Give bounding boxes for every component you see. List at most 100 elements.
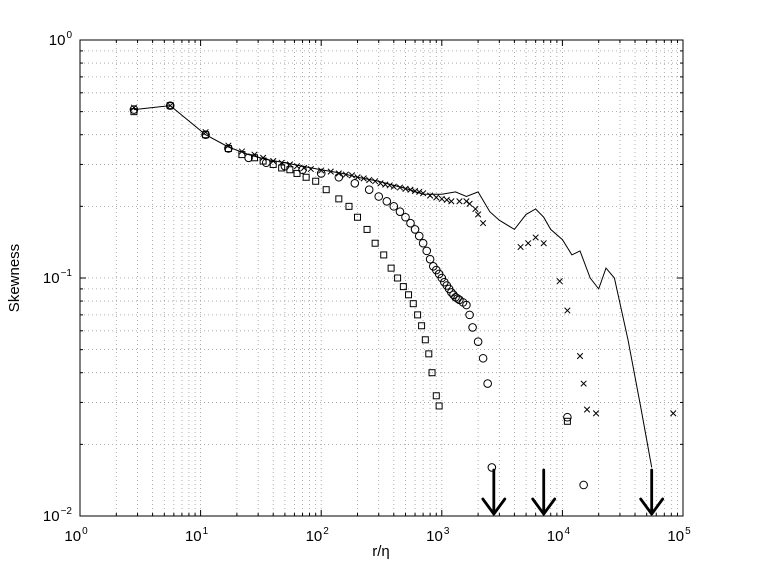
square-marker <box>414 311 422 319</box>
square-marker <box>286 166 294 174</box>
square-marker <box>363 225 371 233</box>
series-cross <box>130 102 677 417</box>
circle-marker <box>563 412 572 422</box>
square-marker <box>269 160 277 168</box>
cross-marker <box>670 410 677 417</box>
square-marker <box>259 157 267 165</box>
circle-marker <box>487 463 497 472</box>
cross-marker <box>396 184 404 191</box>
series-line <box>133 105 653 468</box>
cross-marker <box>360 175 367 182</box>
cross-marker <box>426 192 434 199</box>
circle-marker <box>579 480 588 490</box>
square-marker <box>312 177 320 185</box>
y-tick-label: 10−2 <box>43 506 73 525</box>
square-marker <box>345 202 353 210</box>
cross-marker <box>386 182 393 189</box>
circle-marker <box>201 130 210 140</box>
cross-marker <box>419 190 427 197</box>
cross-marker <box>438 195 445 203</box>
cross-marker <box>479 219 487 227</box>
x-axis-label: r/η <box>372 543 390 560</box>
square-marker <box>418 322 426 330</box>
cross-marker <box>371 178 379 185</box>
square-marker <box>421 336 429 344</box>
cross-marker <box>517 243 524 251</box>
circle-marker <box>437 273 447 283</box>
square-marker <box>380 251 388 259</box>
arrow-down-icon <box>481 468 507 516</box>
circle-marker <box>382 197 392 206</box>
y-tick-label: 10−1 <box>43 268 73 287</box>
x-tick-label: 102 <box>306 526 330 545</box>
circle-marker <box>414 231 424 241</box>
square-marker <box>354 213 362 221</box>
cross-marker <box>580 380 587 387</box>
square-marker <box>251 154 259 162</box>
circle-marker <box>334 172 344 182</box>
circle-marker <box>350 178 360 188</box>
arrow-down-icon <box>639 468 665 516</box>
circle-marker <box>374 192 384 201</box>
square-marker <box>322 186 330 194</box>
cross-marker <box>416 188 423 196</box>
cross-marker <box>448 198 455 205</box>
circle-marker <box>406 218 415 228</box>
cross-marker <box>556 277 563 285</box>
series-circle <box>129 101 588 490</box>
circle-marker <box>425 254 435 264</box>
series-line <box>133 105 653 468</box>
cross-marker <box>402 185 409 192</box>
square-marker <box>399 283 407 291</box>
cross-marker <box>307 165 314 173</box>
circle-marker <box>410 225 420 234</box>
circle-marker <box>418 238 428 248</box>
arrow-down-icon <box>531 468 557 516</box>
square-marker <box>335 195 343 203</box>
y-tick-label: 100 <box>49 30 73 49</box>
square-marker <box>224 145 232 153</box>
circle-marker <box>473 337 483 346</box>
square-marker <box>130 108 138 116</box>
circle-marker <box>462 300 471 310</box>
cross-marker <box>474 211 482 218</box>
square-marker <box>409 300 417 308</box>
x-tick-label: 105 <box>667 526 691 545</box>
x-tick-labels: 100 101 102 103 104 105 <box>64 526 691 545</box>
tick-marks <box>79 40 683 517</box>
cross-marker <box>342 171 349 178</box>
cross-marker <box>472 205 479 213</box>
square-marker <box>278 164 286 172</box>
circle-marker <box>165 101 175 110</box>
x-tick-label: 100 <box>64 526 88 545</box>
cross-marker <box>390 183 397 190</box>
cross-marker <box>456 198 463 205</box>
square-marker <box>428 369 436 377</box>
cross-marker <box>524 240 532 247</box>
circle-marker <box>422 246 432 256</box>
circle-marker <box>316 169 326 178</box>
cross-marker <box>407 186 414 193</box>
cross-marker <box>564 307 571 314</box>
cross-marker <box>327 168 334 175</box>
circle-marker <box>465 310 474 320</box>
square-marker <box>432 392 440 400</box>
y-tick-labels: 10−2 10−1 100 <box>43 30 73 525</box>
cross-marker <box>130 104 138 111</box>
cross-marker <box>348 172 356 179</box>
square-marker <box>435 402 443 410</box>
circle-marker <box>298 165 307 175</box>
circle-marker <box>468 323 477 332</box>
circle-marker <box>389 202 399 211</box>
cross-marker <box>443 196 450 203</box>
cross-marker <box>532 234 539 241</box>
cross-marker <box>377 180 384 187</box>
series-square <box>130 102 571 425</box>
circle-marker <box>401 212 410 222</box>
annotation-arrows <box>481 468 665 516</box>
square-marker <box>202 131 210 139</box>
x-tick-label: 104 <box>547 526 571 545</box>
y-axis-label: Skewness <box>6 244 23 312</box>
circle-marker <box>483 379 492 388</box>
